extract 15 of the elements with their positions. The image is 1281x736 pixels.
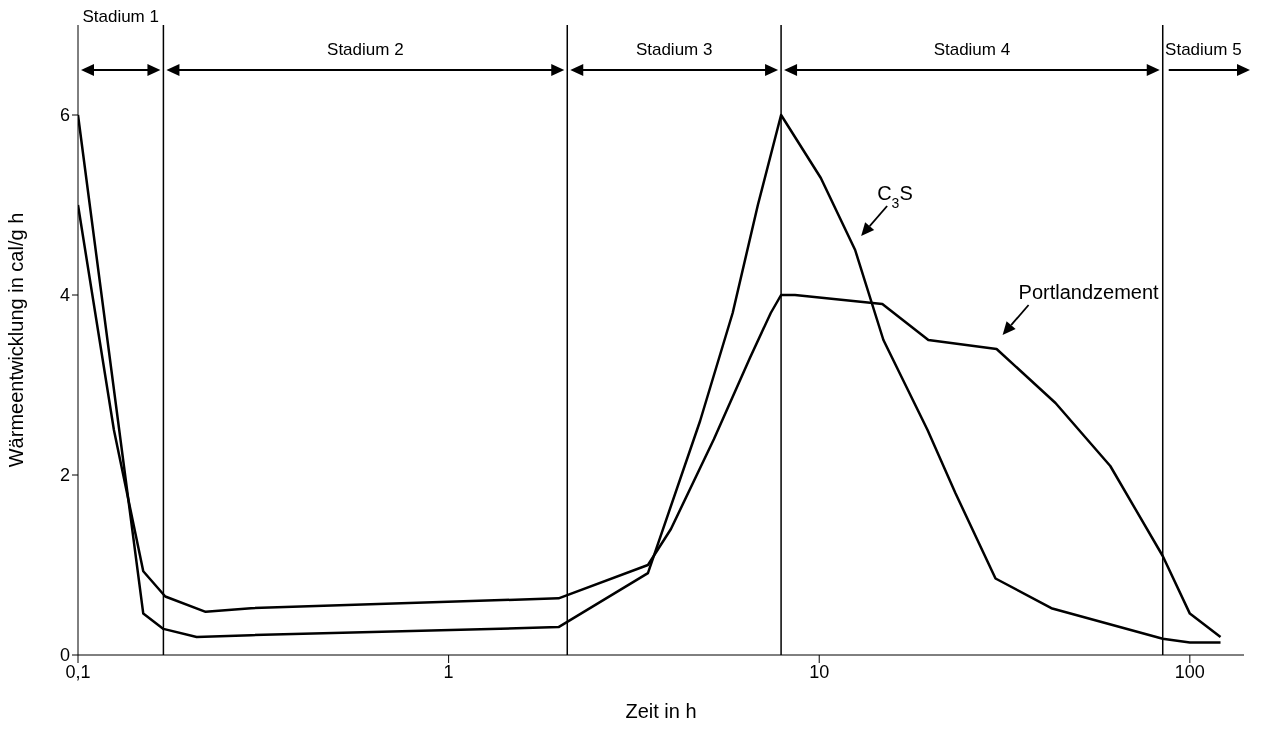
annotation: Stadium 4 <box>933 40 1011 59</box>
annotation: Portlandzement <box>1018 281 1160 303</box>
annotation: Stadium 3 <box>635 40 713 59</box>
x-tick-label: 10 <box>809 661 830 682</box>
x-axis-title: Zeit in h <box>625 700 697 722</box>
annotation: Stadium 5 <box>1165 40 1242 59</box>
x-tick-label: 100 <box>1174 661 1205 682</box>
annotation: C$_{3}$S <box>877 182 913 211</box>
annotation: Stadium 2 <box>327 40 404 59</box>
y-axis-title: Wärmeentwicklung in cal/g h <box>5 212 28 468</box>
x-tick-label: 1 <box>443 661 454 682</box>
y-tick-label: 4 <box>59 285 70 306</box>
y-tick-label: 2 <box>59 465 70 486</box>
annotation: Stadium 1 <box>82 7 159 26</box>
y-tick-label: 6 <box>59 105 70 126</box>
